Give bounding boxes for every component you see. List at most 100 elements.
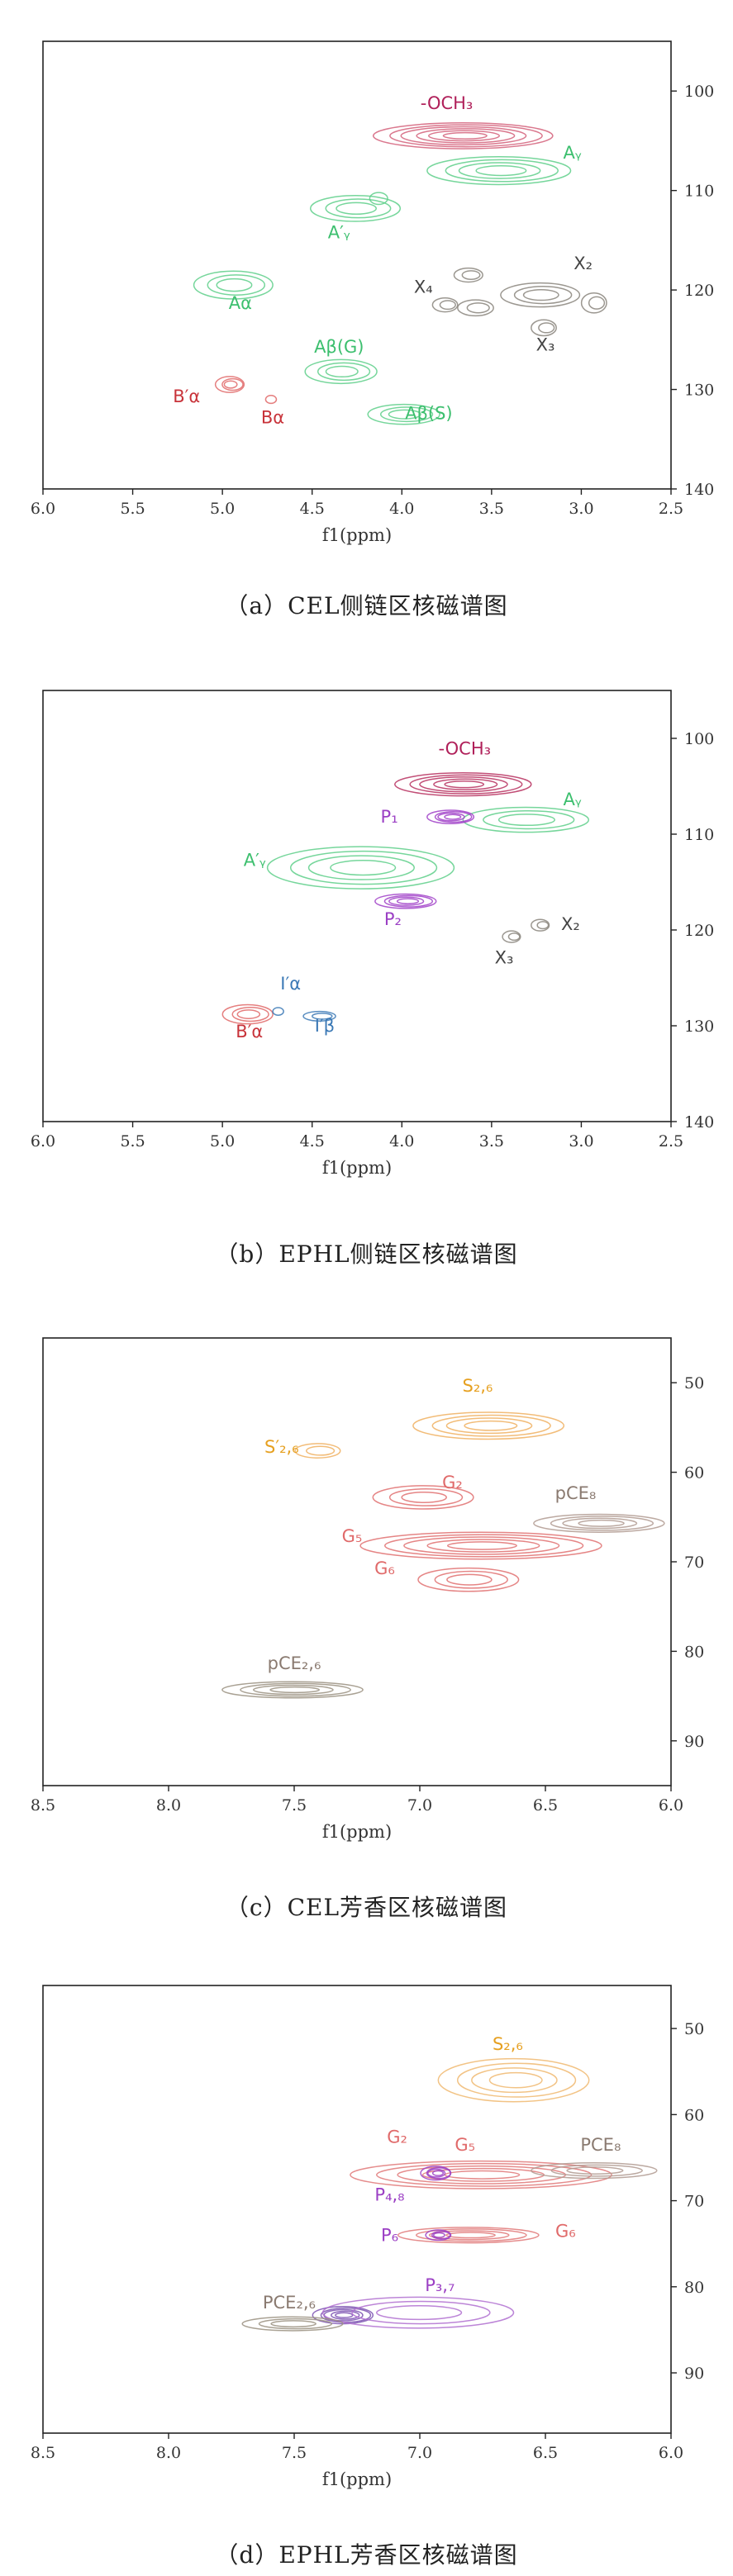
x-tick-label: 7.0	[407, 1796, 432, 1815]
contour-peak	[309, 194, 402, 222]
contour-peak	[359, 1531, 602, 1560]
x-axis-label: f1(ppm)	[322, 1822, 392, 1842]
peak-label: Aβ(G)	[314, 337, 364, 357]
y-tick-label: 60	[684, 1464, 704, 1483]
caption-d: （d）EPHL芳香区核磁谱图	[215, 2541, 518, 2569]
peak-label: Bα	[261, 408, 284, 428]
contour-peak	[453, 267, 483, 283]
x-tick-label: 6.5	[533, 2444, 558, 2462]
y-tick-label: 120	[684, 922, 714, 940]
peak-label: P₄,₈	[374, 2185, 404, 2205]
contour-peak	[426, 809, 475, 824]
peak-label: I′α	[280, 974, 301, 994]
y-tick-label: 70	[684, 2193, 704, 2211]
y-tick-label: 80	[684, 1643, 704, 1661]
peak-label: pCE₈	[555, 1483, 597, 1503]
contour-peak	[272, 1007, 284, 1016]
contour-peak	[412, 1411, 565, 1440]
x-tick-label: 8.5	[31, 1796, 55, 1815]
y-tick-label: 110	[684, 826, 714, 844]
plot-frame	[42, 40, 672, 490]
y-tick-label: 140	[684, 481, 714, 499]
peak-label: P₁	[381, 807, 398, 827]
y-tick-label: 50	[684, 2020, 704, 2038]
x-tick-label: 7.0	[407, 2444, 432, 2462]
contour-peak	[367, 403, 440, 425]
x-tick-label: 4.0	[389, 500, 414, 518]
peak-label: Aᵧ	[563, 790, 581, 809]
contour-peak	[302, 1010, 336, 1022]
peak-label: I′β	[315, 1016, 335, 1036]
contour-peak	[533, 1513, 665, 1533]
x-axis-label: f1(ppm)	[322, 2469, 392, 2489]
peak-label: S₂,₆	[493, 2034, 523, 2054]
x-tick-label: 3.5	[479, 500, 504, 518]
y-tick-label: 120	[684, 282, 714, 300]
y-tick-label: 70	[684, 1554, 704, 1572]
plot-frame	[42, 1985, 672, 2434]
contour-peak	[397, 2227, 540, 2244]
y-tick-label: 60	[684, 2106, 704, 2124]
peak-label: B′α	[173, 387, 200, 406]
x-tick-label: 3.0	[569, 500, 593, 518]
peak-label: PCE₈	[580, 2135, 621, 2155]
contour-peak	[502, 930, 521, 943]
x-tick-label: 3.0	[569, 1132, 593, 1150]
y-tick-label: 100	[684, 730, 714, 748]
peak-label: pCE₂,₆	[268, 1653, 321, 1673]
x-tick-label: 4.5	[300, 1132, 325, 1150]
peak-label: X₄	[414, 278, 433, 297]
contour-peak	[374, 893, 437, 909]
chart-c: S₂,₆ S′₂,₆ G₂ pCE₈ G₅ G₆ pCE₂,₆ 8.5 8.0 7.5 7.0 6.5…	[31, 1337, 704, 1842]
y-tick-label: 80	[684, 2279, 704, 2297]
contour-peak	[531, 918, 550, 932]
chart-a: -OCH₃ Aᵧ A′ᵧ Aα X₄ X₂ X₃ Aβ(G) Aβ(S) B′α Bα 6.0 5.5 5…	[31, 40, 714, 545]
peak-label: Aβ(S)	[405, 404, 452, 424]
plot-frame	[42, 1337, 672, 1786]
contour-peak	[214, 376, 245, 393]
contour-peak	[321, 2296, 515, 2329]
contour-peak	[425, 2229, 452, 2242]
x-tick-label: 5.5	[120, 500, 145, 518]
peak-label: X₃	[495, 948, 514, 968]
peak-label: P₆	[381, 2226, 398, 2246]
peak-label: G₆	[555, 2221, 576, 2241]
x-tick-label: 7.5	[282, 2444, 307, 2462]
contour-peak	[580, 292, 607, 314]
peak-label: Aα	[229, 293, 252, 313]
caption-b: （b）EPHL侧链区核磁谱图	[215, 1241, 518, 1268]
peak-label: G₂	[442, 1473, 463, 1492]
x-tick-label: 8.0	[156, 2444, 181, 2462]
x-tick-label: 6.0	[659, 1796, 683, 1815]
peak-label: B′α	[236, 1022, 263, 1041]
peak-label: A′ᵧ	[244, 850, 266, 870]
y-tick-label: 130	[684, 1018, 714, 1036]
contour-peak	[221, 1681, 364, 1699]
x-tick-label: 6.0	[31, 1132, 55, 1150]
peak-label: S₂,₆	[462, 1376, 493, 1396]
peak-label: -OCH₃	[421, 93, 474, 113]
peak-label: -OCH₃	[438, 739, 491, 759]
chart-b: -OCH₃ Aᵧ P₁ A′ᵧ P₂ X₂ X₃ I′α I′β B′α 6.0 5.5 5.0 4.5 4…	[31, 690, 714, 1178]
contour-peak	[426, 155, 572, 186]
peak-label: Aᵧ	[563, 143, 581, 163]
contour-peak	[431, 297, 459, 313]
contour-peak	[266, 846, 455, 890]
x-axis-label: f1(ppm)	[322, 525, 392, 545]
peak-label: X₃	[536, 335, 555, 355]
contour-peak	[457, 299, 494, 317]
peak-label: PCE₂,₆	[263, 2293, 316, 2313]
peak-label: X₂	[561, 914, 580, 934]
peak-label: A′ᵧ	[328, 222, 350, 242]
x-tick-label: 7.5	[282, 1796, 307, 1815]
x-tick-label: 4.5	[300, 500, 325, 518]
y-tick-label: 90	[684, 2365, 704, 2383]
contour-peak	[531, 2161, 658, 2180]
x-tick-label: 8.5	[31, 2444, 55, 2462]
y-tick-label: 50	[684, 1374, 704, 1392]
x-tick-label: 5.0	[210, 500, 235, 518]
peak-label: G₂	[387, 2128, 407, 2147]
peak-label: P₃,₇	[425, 2275, 455, 2295]
x-tick-label: 6.0	[31, 500, 55, 518]
contour-peak	[221, 1003, 274, 1025]
